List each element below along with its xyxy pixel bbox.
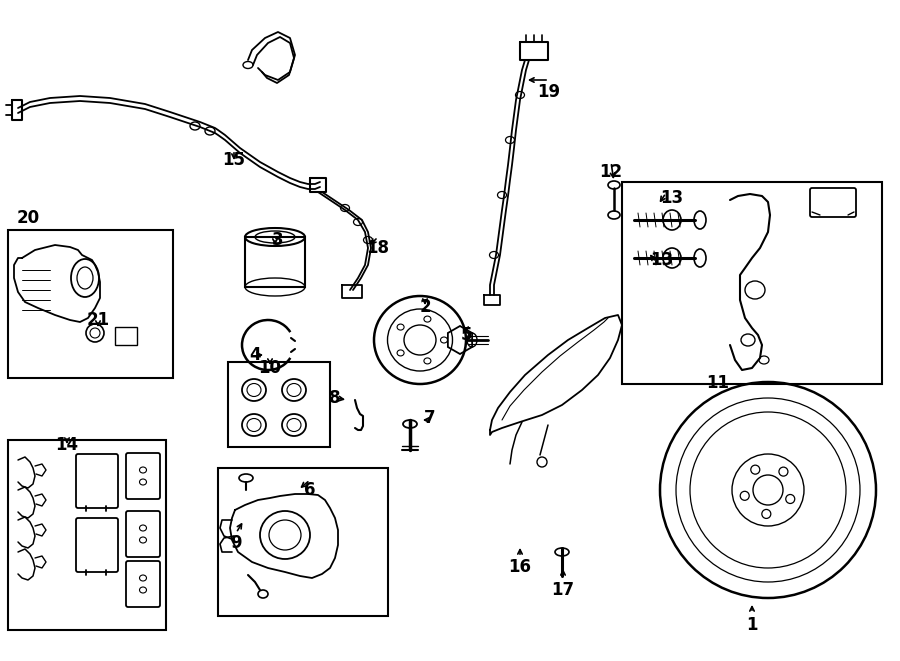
Text: 1: 1 <box>746 616 758 634</box>
Text: 14: 14 <box>56 436 78 454</box>
Text: 5: 5 <box>460 326 472 344</box>
Bar <box>8 230 173 378</box>
Text: 7: 7 <box>424 409 436 427</box>
Text: 4: 4 <box>249 346 261 364</box>
Text: 9: 9 <box>230 534 242 552</box>
Bar <box>245 237 305 287</box>
Bar <box>8 440 166 630</box>
Text: 19: 19 <box>537 83 561 101</box>
Text: 15: 15 <box>222 151 246 169</box>
Bar <box>622 182 882 384</box>
Bar <box>115 327 137 345</box>
Text: 3: 3 <box>272 231 284 249</box>
Bar <box>228 362 330 447</box>
Text: 20: 20 <box>16 209 40 227</box>
Text: 13: 13 <box>661 189 684 207</box>
Text: 16: 16 <box>508 558 532 576</box>
Text: 18: 18 <box>366 239 390 257</box>
Bar <box>218 468 388 616</box>
Text: 2: 2 <box>419 298 431 316</box>
Text: 21: 21 <box>86 311 110 329</box>
Text: 6: 6 <box>304 481 316 499</box>
Text: 11: 11 <box>706 374 730 392</box>
Text: 10: 10 <box>258 359 282 377</box>
Text: 13: 13 <box>651 251 673 269</box>
Text: 8: 8 <box>329 389 341 407</box>
Text: 12: 12 <box>599 163 623 181</box>
Text: 17: 17 <box>552 581 574 599</box>
